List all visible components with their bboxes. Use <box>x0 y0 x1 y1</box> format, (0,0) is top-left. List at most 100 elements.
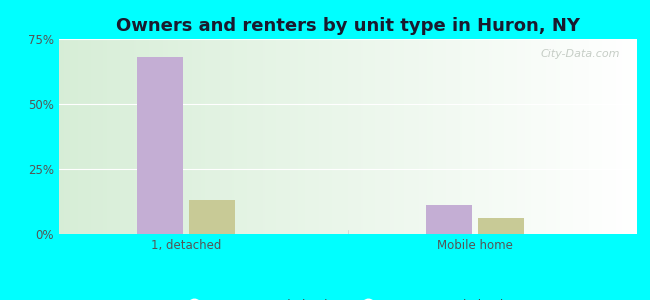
Bar <box>579 39 581 234</box>
Bar <box>521 39 523 234</box>
Bar <box>116 39 118 234</box>
Bar <box>282 39 284 234</box>
Bar <box>344 39 346 234</box>
Bar <box>238 39 240 234</box>
Bar <box>328 39 330 234</box>
Bar <box>188 200 235 234</box>
Bar <box>70 39 72 234</box>
Bar <box>471 39 473 234</box>
Bar <box>467 39 469 234</box>
Bar <box>566 39 567 234</box>
Bar <box>462 39 463 234</box>
Bar <box>442 39 444 234</box>
Bar <box>317 39 319 234</box>
Bar <box>153 39 155 234</box>
Bar <box>80 39 82 234</box>
Bar <box>426 206 472 234</box>
Bar <box>112 39 114 234</box>
Bar <box>309 39 311 234</box>
Bar <box>539 39 541 234</box>
Bar <box>512 39 514 234</box>
Bar <box>489 39 491 234</box>
Bar <box>350 39 352 234</box>
Bar <box>164 39 166 234</box>
Bar <box>627 39 629 234</box>
Bar <box>111 39 112 234</box>
Bar <box>371 39 373 234</box>
Bar <box>384 39 386 234</box>
Bar <box>413 39 415 234</box>
Bar <box>616 39 618 234</box>
Bar <box>410 39 411 234</box>
Bar <box>633 39 635 234</box>
Bar <box>74 39 76 234</box>
Bar <box>166 39 168 234</box>
Bar <box>458 39 460 234</box>
Bar <box>338 39 340 234</box>
Bar <box>252 39 254 234</box>
Bar <box>606 39 608 234</box>
Bar <box>205 39 207 234</box>
Bar <box>500 39 502 234</box>
Bar <box>230 39 232 234</box>
Bar <box>263 39 265 234</box>
Bar <box>477 39 479 234</box>
Bar <box>440 39 442 234</box>
Bar <box>242 39 244 234</box>
Bar <box>523 39 525 234</box>
Bar <box>601 39 603 234</box>
Bar <box>320 39 322 234</box>
Bar <box>525 39 527 234</box>
Bar <box>270 39 272 234</box>
Bar <box>114 39 116 234</box>
Bar <box>396 39 398 234</box>
Bar <box>118 39 120 234</box>
Bar <box>184 39 186 234</box>
Bar <box>483 39 485 234</box>
Bar <box>531 39 533 234</box>
Bar <box>284 39 286 234</box>
Bar <box>322 39 324 234</box>
Bar <box>224 39 226 234</box>
Bar <box>265 39 266 234</box>
Bar <box>192 39 194 234</box>
Bar <box>629 39 631 234</box>
Bar <box>599 39 601 234</box>
Bar <box>103 39 105 234</box>
Bar <box>250 39 252 234</box>
Bar <box>478 218 524 234</box>
Bar <box>575 39 577 234</box>
Bar <box>573 39 575 234</box>
Bar <box>244 39 246 234</box>
Bar <box>226 39 228 234</box>
Bar <box>132 39 134 234</box>
Bar <box>93 39 95 234</box>
Bar <box>394 39 396 234</box>
Bar <box>72 39 74 234</box>
Bar <box>257 39 259 234</box>
Bar <box>198 39 200 234</box>
Bar <box>216 39 218 234</box>
Bar <box>481 39 483 234</box>
Bar <box>272 39 274 234</box>
Bar <box>259 39 261 234</box>
Bar <box>517 39 519 234</box>
Bar <box>537 39 539 234</box>
Bar <box>577 39 579 234</box>
Bar <box>504 39 506 234</box>
Bar <box>144 39 146 234</box>
Bar <box>618 39 619 234</box>
Bar <box>304 39 306 234</box>
Bar <box>294 39 296 234</box>
Bar <box>510 39 512 234</box>
Bar <box>228 39 230 234</box>
Bar <box>84 39 86 234</box>
Bar <box>514 39 515 234</box>
Bar <box>571 39 573 234</box>
Bar <box>128 39 130 234</box>
Bar <box>342 39 344 234</box>
Bar <box>302 39 304 234</box>
Bar <box>386 39 388 234</box>
Bar <box>334 39 336 234</box>
Bar <box>493 39 494 234</box>
